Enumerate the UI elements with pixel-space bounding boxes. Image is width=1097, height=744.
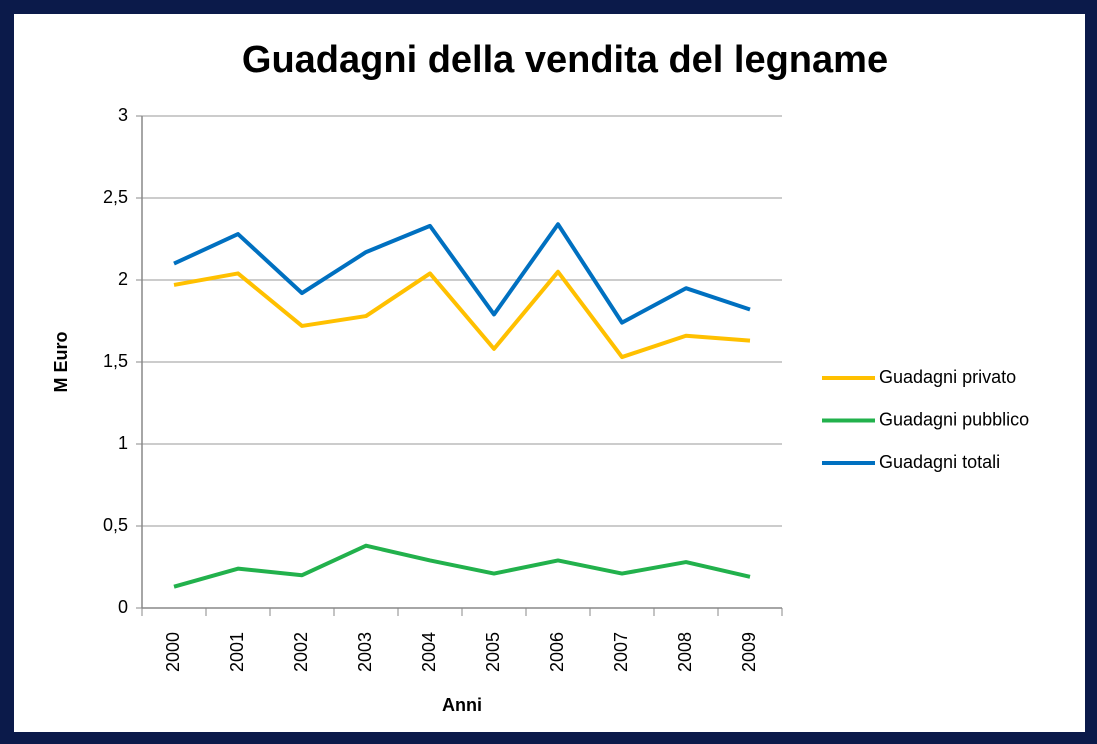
x-tick-label: 2000 [163,632,183,672]
series-line [173,543,751,589]
legend-label: Guadagni pubblico [879,409,1029,429]
y-tick-label: 0,5 [103,515,128,535]
x-axis-title: Anni [442,695,482,715]
x-tick-label: 2009 [739,632,759,672]
x-tick-label: 2001 [227,632,247,672]
x-tick-label: 2008 [675,632,695,672]
legend-label: Guadagni totali [879,452,1000,472]
legend-label: Guadagni privato [879,367,1016,387]
y-axis-title: M Euro [51,331,71,392]
panel [14,14,1085,732]
y-tick-label: 3 [118,105,128,125]
chart-title: Guadagni della vendita del legname [242,39,888,81]
y-tick-label: 2 [118,269,128,289]
series-line [173,269,751,360]
y-tick-label: 1,5 [103,351,128,371]
y-tick-label: 2,5 [103,187,128,207]
x-tick-label: 2007 [611,632,631,672]
x-tick-label: 2003 [355,632,375,672]
x-tick-label: 2002 [291,632,311,672]
y-tick-label: 0 [118,597,128,617]
series-line [173,222,751,325]
x-tick-label: 2006 [547,632,567,672]
x-tick-label: 2004 [419,632,439,672]
y-tick-label: 1 [118,433,128,453]
x-tick-label: 2005 [483,632,503,672]
